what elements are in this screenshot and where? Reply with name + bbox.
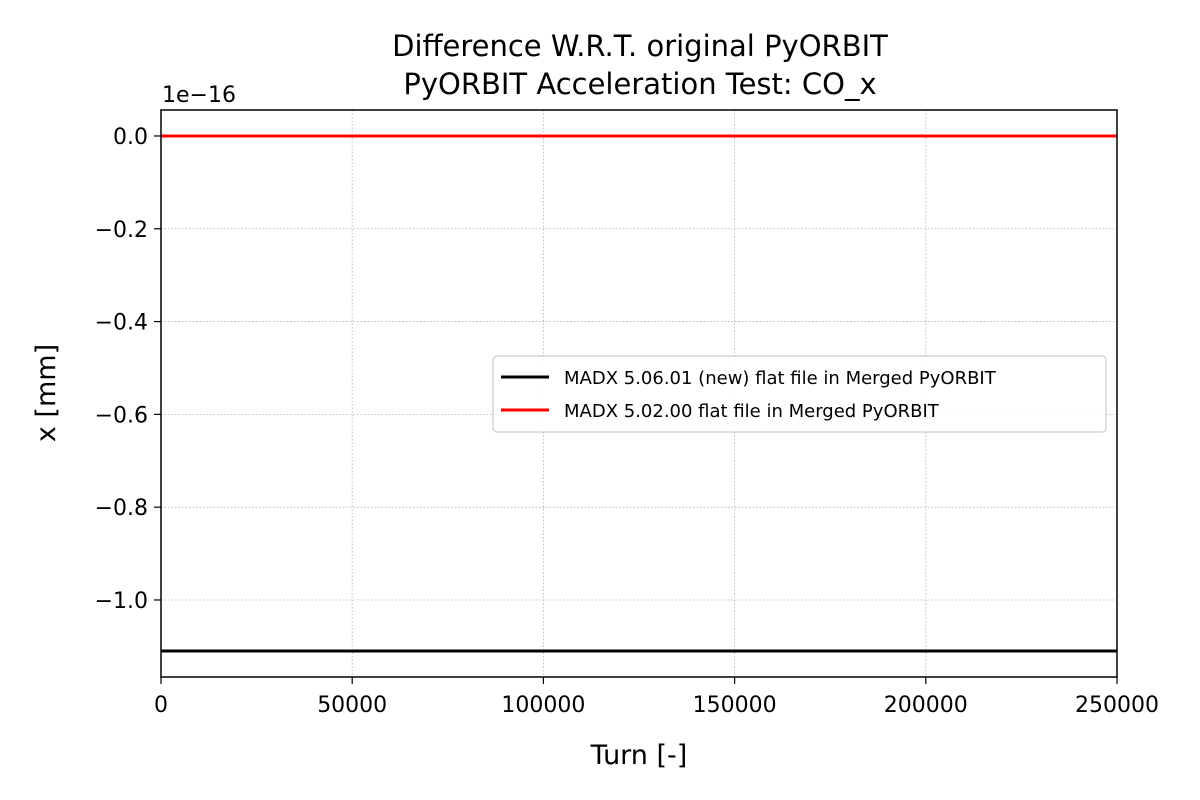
x-tick-label: 50000 (317, 693, 387, 718)
y-tick-label: −0.6 (95, 403, 148, 428)
legend-label: MADX 5.02.00 flat file in Merged PyORBIT (564, 401, 940, 422)
y-axis-label: x [mm] (31, 344, 62, 442)
x-tick-label: 100000 (501, 693, 585, 718)
y-tick-label: −0.2 (95, 218, 148, 243)
legend-label: MADX 5.06.01 (new) flat file in Merged P… (564, 368, 997, 389)
y-offset-label: 1e−16 (162, 83, 236, 108)
x-tick-label: 250000 (1075, 693, 1159, 718)
legend: MADX 5.06.01 (new) flat file in Merged P… (492, 355, 1107, 433)
x-tick-label: 150000 (693, 693, 777, 718)
chart-subtitle: PyORBIT Acceleration Test: CO_x (403, 67, 876, 101)
x-tick-label: 0 (154, 693, 168, 718)
legend-box (492, 355, 1107, 433)
y-axis: 0.0 −0.2 −0.4 −0.6 −0.8 −1.0 (95, 125, 161, 614)
chart-title: Difference W.R.T. original PyORBIT (392, 29, 888, 63)
y-tick-label: −1.0 (95, 589, 148, 614)
plot-frame (160, 109, 1118, 678)
y-tick-label: −0.8 (95, 496, 148, 521)
y-tick-label: 0.0 (113, 125, 148, 150)
y-tick-label: −0.4 (95, 311, 148, 336)
x-tick-label: 200000 (884, 693, 968, 718)
x-axis-label: Turn [-] (590, 740, 688, 771)
series-lines (161, 134, 1117, 653)
x-axis: 0 50000 100000 150000 200000 250000 (154, 677, 1159, 718)
